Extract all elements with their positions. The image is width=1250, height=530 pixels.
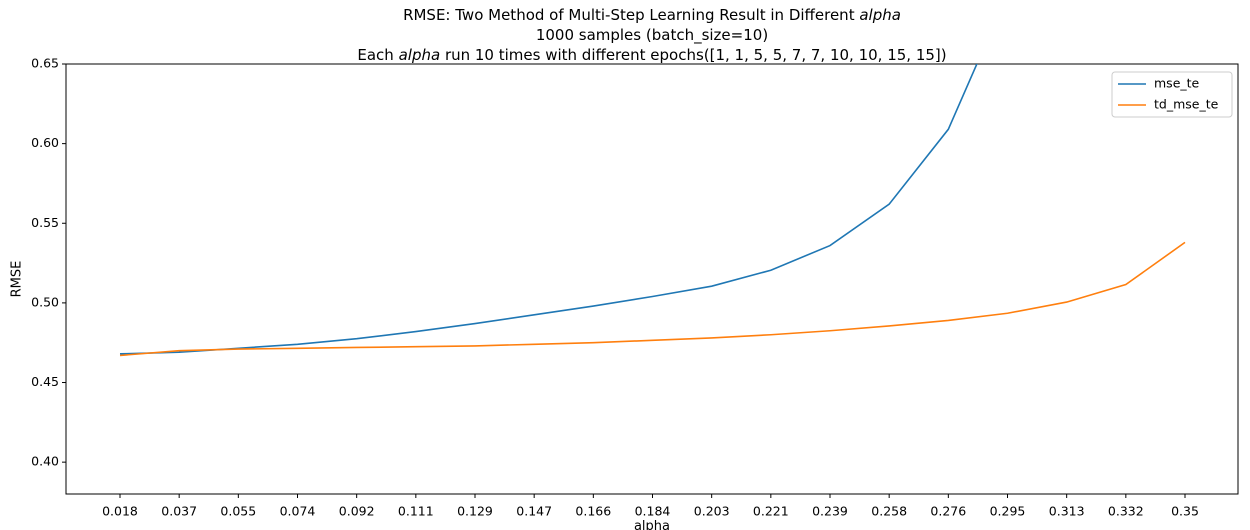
x-tick-label: 0.203: [694, 504, 730, 519]
legend-label: td_mse_te: [1154, 97, 1219, 112]
x-tick-label: 0.276: [930, 504, 966, 519]
title-segment: RMSE: Two Method of Multi-Step Learning …: [403, 6, 859, 24]
x-tick-label: 0.295: [990, 504, 1026, 519]
x-tick-label: 0.166: [575, 504, 611, 519]
x-tick-label: 0.055: [220, 504, 256, 519]
y-tick-label: 0.60: [31, 135, 59, 150]
plot-frame: [65, 63, 1239, 495]
y-tick-label: 0.55: [31, 215, 59, 230]
x-tick-label: 0.111: [398, 504, 434, 519]
series-line: [119, 241, 1186, 357]
x-tick-label: 0.147: [516, 504, 552, 519]
x-tick-label: 0.018: [102, 504, 138, 519]
x-tick-label: 0.239: [812, 504, 848, 519]
legend-label: mse_te: [1154, 76, 1200, 91]
x-tick-label: 0.332: [1108, 504, 1144, 519]
x-axis-label: alpha: [634, 519, 670, 530]
x-tick-label: 0.258: [871, 504, 907, 519]
y-tick-label: 0.50: [31, 294, 59, 309]
x-tick-label: 0.092: [339, 504, 375, 519]
x-tick-label: 0.35: [1171, 504, 1199, 519]
title-segment: Each: [357, 46, 398, 64]
chart-title: Each alpha run 10 times with different e…: [357, 46, 946, 64]
y-tick-label: 0.40: [31, 454, 59, 469]
x-tick-label: 0.129: [457, 504, 493, 519]
chart-title: 1000 samples (batch_size=10): [536, 26, 768, 45]
x-tick-label: 0.184: [635, 504, 671, 519]
x-tick-label: 0.221: [753, 504, 789, 519]
x-tick-label: 0.074: [280, 504, 316, 519]
title-segment: 1000 samples (batch_size=10): [536, 26, 768, 45]
chart-title: RMSE: Two Method of Multi-Step Learning …: [403, 6, 901, 24]
y-tick-label: 0.65: [31, 56, 59, 71]
x-tick-label: 0.037: [161, 504, 197, 519]
x-tick-label: 0.313: [1049, 504, 1085, 519]
title-segment: alpha: [399, 46, 441, 64]
title-segment: alpha: [859, 6, 901, 24]
y-axis-label: RMSE: [10, 261, 25, 298]
title-segment: run 10 times with different epochs([1, 1…: [440, 46, 946, 64]
series-line: [119, 64, 978, 355]
plot-area: [119, 64, 1186, 357]
y-tick-label: 0.45: [31, 374, 59, 389]
